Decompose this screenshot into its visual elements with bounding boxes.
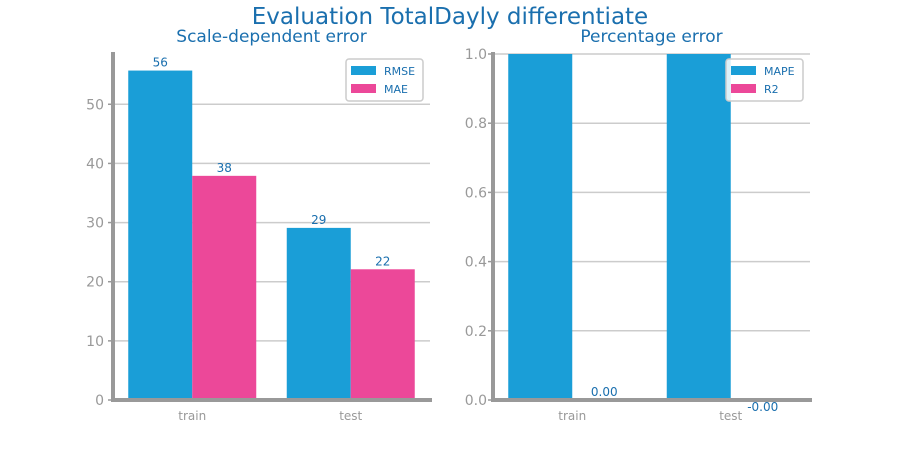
chart1-value-label: 22: [375, 254, 390, 268]
chart1-ytick-label: 50: [86, 97, 104, 113]
chart1-legend-label-mae: MAE: [384, 83, 408, 96]
chart2-legend-label-r2: R2: [764, 83, 779, 96]
chart2-ytick-label: 1.0: [465, 47, 487, 63]
chart1-legend-label-rmse: RMSE: [384, 65, 415, 78]
chart1-title: Scale-dependent error: [176, 27, 366, 47]
chart2-ytick-label: 0.4: [465, 255, 487, 271]
chart2-xtick-label: train: [558, 409, 586, 423]
figure-title: Evaluation TotalDayly differentiate: [251, 4, 649, 30]
chart1-bar-mae-train: [192, 175, 257, 400]
chart1-legend-swatch-rmse: [351, 66, 376, 75]
chart1-ytick-label: 20: [86, 275, 104, 291]
chart1-ytick-label: 0: [95, 393, 104, 409]
chart1-ytick-label: 30: [86, 216, 104, 232]
chart1-value-label: 38: [217, 161, 232, 175]
chart2-value-label: -0.00: [747, 400, 778, 414]
chart2-ytick-label: 0.2: [465, 324, 487, 340]
chart1-value-label: 29: [311, 213, 326, 227]
chart2-title: Percentage error: [580, 27, 722, 47]
chart2-bar-mape-test: [666, 54, 731, 400]
chart1-ytick-label: 10: [86, 334, 104, 350]
chart2-legend-label-mape: MAPE: [764, 65, 795, 78]
chart1-legend-swatch-mae: [351, 84, 376, 93]
chart1-value-label: 56: [153, 56, 168, 70]
chart2-ytick-label: 0.6: [465, 185, 487, 201]
chart1-xtick-label: test: [339, 409, 362, 423]
chart2-legend-swatch-r2: [731, 84, 756, 93]
chart2-bar-mape-train: [508, 54, 573, 400]
chart1-bar-mae-test: [350, 269, 415, 400]
chart2-value-label: 0.00: [591, 385, 618, 399]
chart1-xtick-label: train: [178, 409, 206, 423]
chart2-legend-swatch-mape: [731, 66, 756, 75]
chart1-bar-rmse-train: [128, 70, 193, 401]
chart2-ytick-label: 0.0: [465, 393, 487, 409]
chart1-bar-rmse-test: [286, 227, 351, 400]
chart1-ytick-label: 40: [86, 156, 104, 172]
chart2-ytick-label: 0.8: [465, 116, 487, 132]
chart2-xtick-label: test: [719, 409, 742, 423]
